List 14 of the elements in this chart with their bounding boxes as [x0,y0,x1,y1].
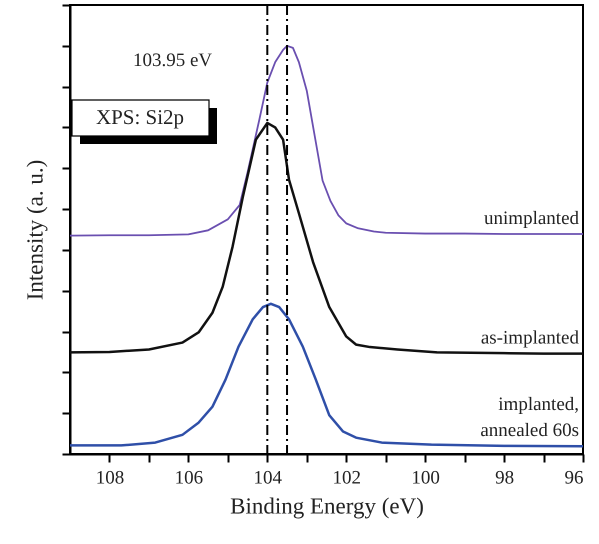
x-tick-label: 102 [332,468,361,488]
x-tick-label: 100 [411,468,440,488]
y-axis-title: Intensity (a. u.) [22,160,48,300]
series-label: implanted, annealed 60s [480,394,579,442]
x-tick-label: 98 [495,468,514,488]
annotation: XPS: Si2p [96,105,184,129]
x-tick-label: 96 [564,468,584,488]
series-label: as-implanted [480,328,580,349]
series-label: unimplanted [484,208,580,229]
x-tick-label: 106 [174,468,204,488]
x-tick-label: 104 [254,468,283,488]
x-axis-title: Binding Energy (eV) [230,494,424,518]
x-tick-label: 108 [96,468,124,488]
annotation: 103.95 eV [133,50,212,71]
